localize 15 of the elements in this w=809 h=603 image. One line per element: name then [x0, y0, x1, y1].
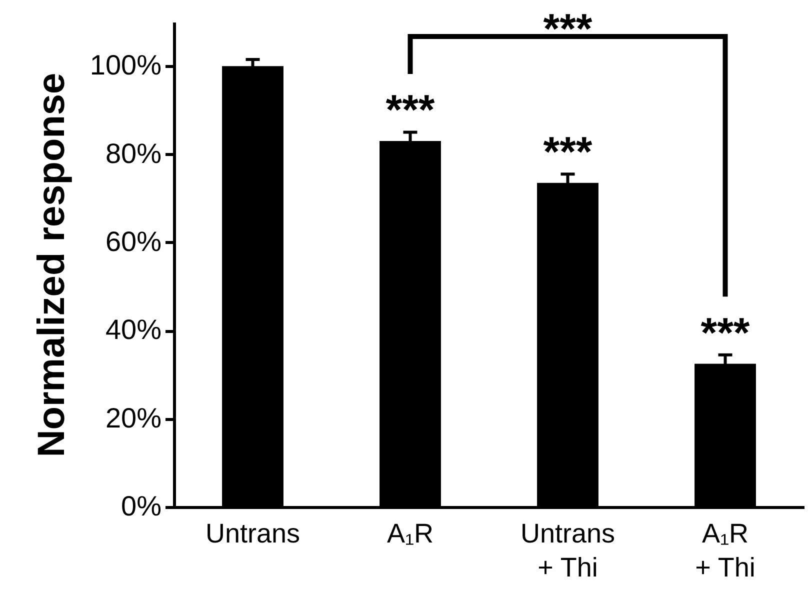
annotation: *** [543, 5, 593, 52]
y-tick-label: 40% [105, 314, 162, 346]
x-tick-label: Untrans [205, 518, 300, 548]
x-tick-label: A₁R [386, 518, 434, 548]
y-tick-label: 60% [105, 226, 162, 257]
y-axis-title: Normalized response [30, 72, 73, 458]
x-tick-label: A₁R + Thi [695, 518, 756, 582]
y-tick-label: 20% [105, 402, 162, 434]
annotation: *** [700, 308, 750, 356]
annotation: *** [386, 86, 436, 134]
y-tick-label: 100% [90, 50, 162, 81]
annotation: *** [543, 128, 593, 176]
y-tick-label: 0% [121, 490, 162, 522]
y-tick-label: 80% [105, 138, 162, 169]
x-tick-label: Untrans + Thi [520, 518, 616, 582]
